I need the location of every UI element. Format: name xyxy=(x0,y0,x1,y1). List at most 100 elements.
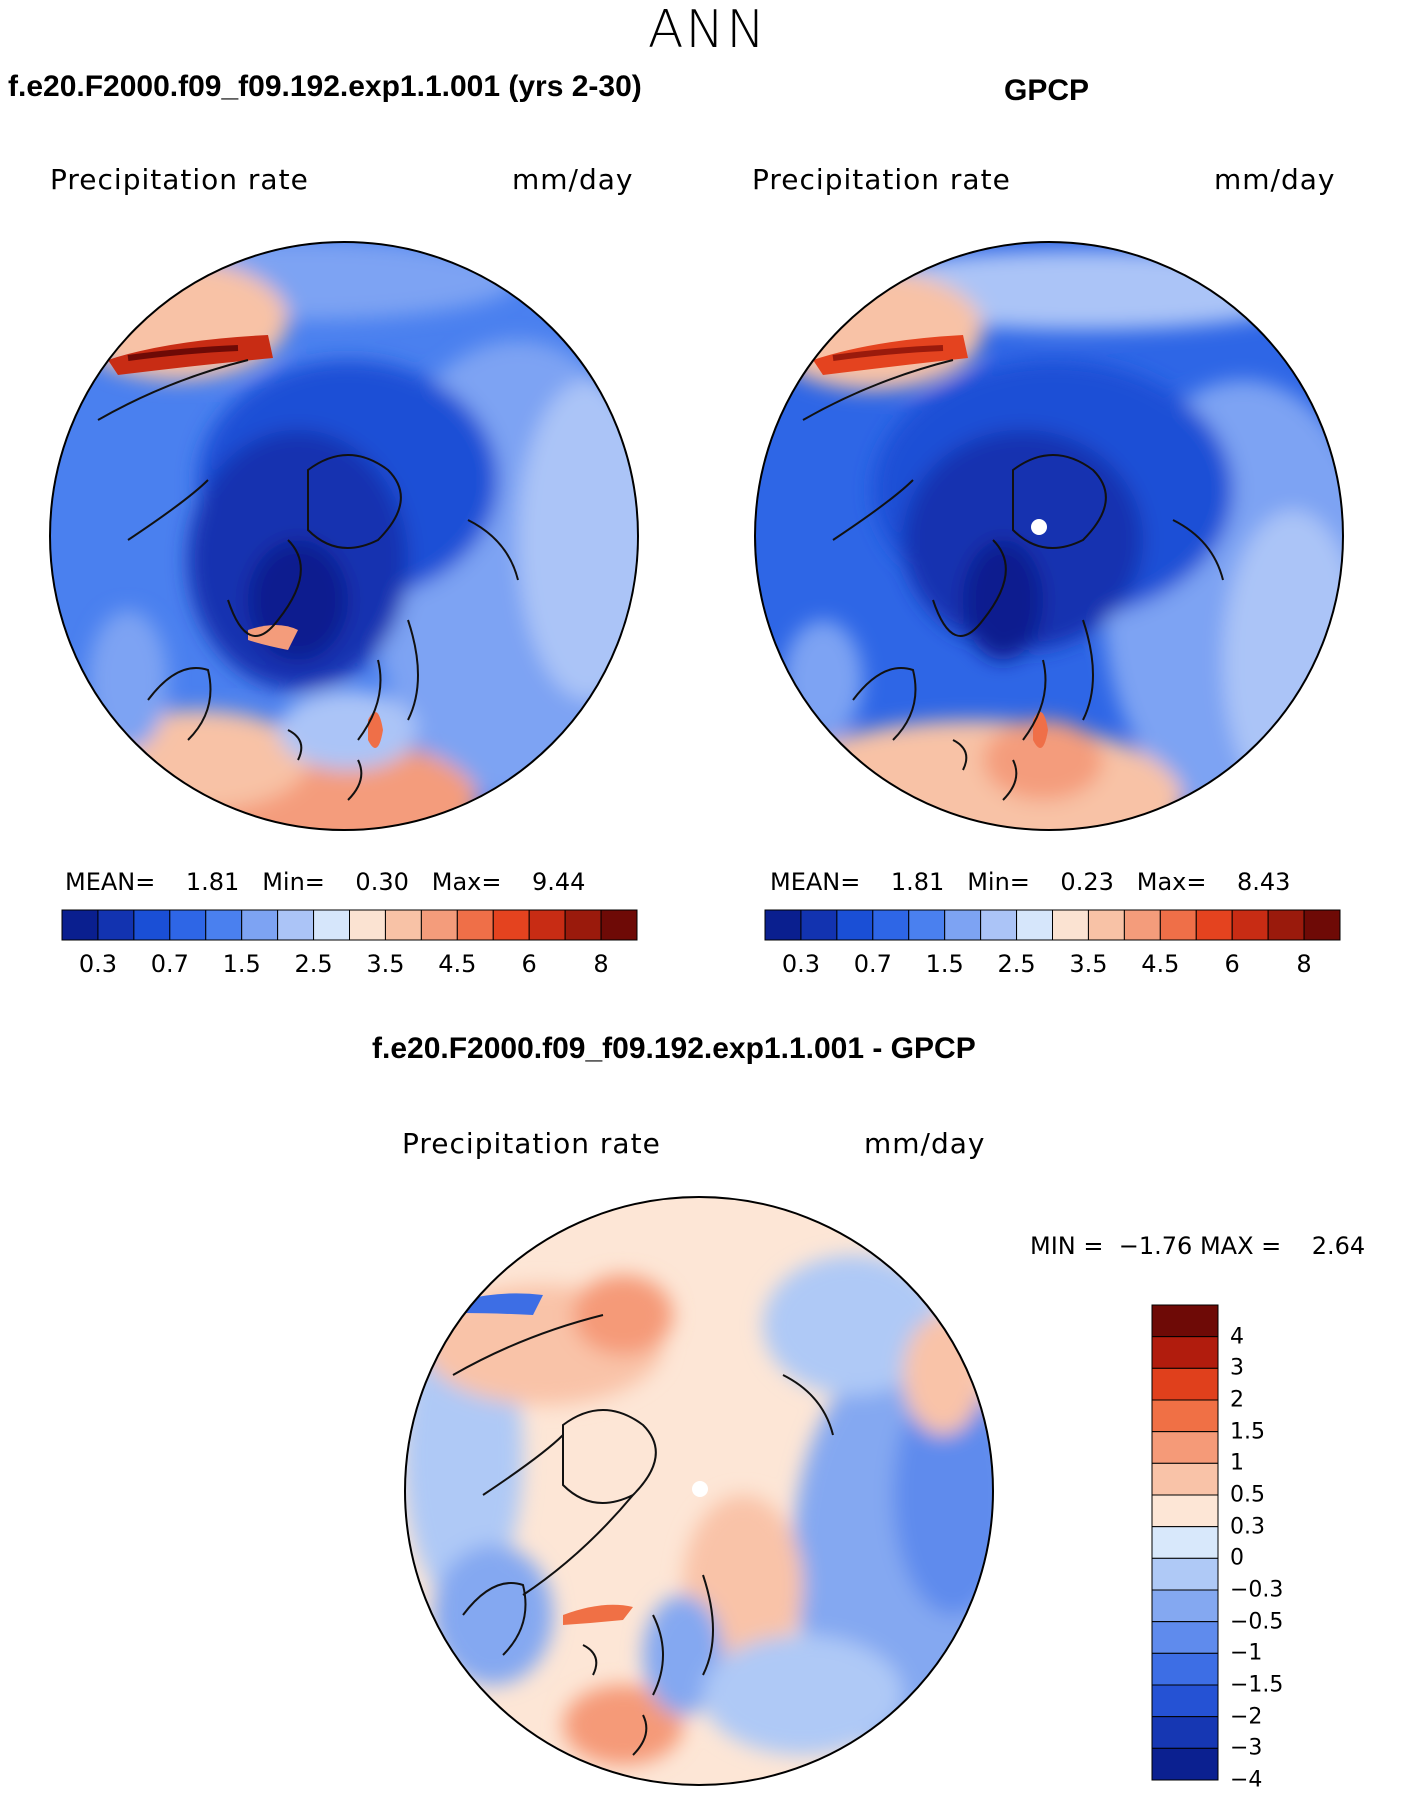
obs-max-label: Max= xyxy=(1136,868,1207,896)
figure-title: ANN xyxy=(647,0,768,60)
colorbar-tick-label: 3.5 xyxy=(366,950,405,978)
model-min-value: 0.30 xyxy=(355,868,409,896)
colorbar-swatch xyxy=(241,909,279,941)
colorbar-tick-label: 8 xyxy=(593,950,609,978)
colorbar-tick-label: 0.3 xyxy=(781,950,821,978)
diff-colorbar xyxy=(1151,1304,1219,1781)
colorbar-swatch xyxy=(1151,1716,1219,1749)
colorbar-swatch xyxy=(1303,909,1341,941)
colorbar-swatch xyxy=(492,909,530,941)
model-mean-value: 1.81 xyxy=(185,868,240,896)
obs-min-label: Min= xyxy=(967,868,1030,896)
colorbar-swatch xyxy=(133,909,171,941)
colorbar-swatch xyxy=(980,909,1018,941)
model-max-label: Max= xyxy=(431,868,502,896)
model-max-value: 9.44 xyxy=(532,868,586,896)
colorbar-tick-label: 0.7 xyxy=(853,950,892,978)
colorbar-swatch xyxy=(1087,909,1125,941)
colorbar-swatch xyxy=(384,909,422,941)
colorbar-swatch xyxy=(1151,1462,1219,1496)
colorbar-swatch xyxy=(61,909,99,941)
model-variable-label: Precipitation rate xyxy=(50,163,309,196)
colorbar-swatch xyxy=(528,909,566,941)
colorbar-swatch xyxy=(1267,909,1305,941)
colorbar-swatch xyxy=(1151,1304,1219,1338)
colorbar-tick-label: −0.5 xyxy=(1230,1609,1284,1635)
obs-min-value: 0.23 xyxy=(1060,868,1114,896)
obs-mean-value: 1.81 xyxy=(890,868,945,896)
colorbar-tick-label: 8 xyxy=(1296,950,1312,978)
colorbar-tick-label: 0.3 xyxy=(1230,1514,1265,1540)
colorbar-tick-label: −2 xyxy=(1230,1704,1263,1730)
colorbar-swatch xyxy=(313,909,350,941)
colorbar-tick-label: 1.5 xyxy=(1230,1419,1265,1445)
diff-variable-label: Precipitation rate xyxy=(402,1127,661,1160)
colorbar-swatch xyxy=(908,909,946,941)
colorbar-tick-label: −1.5 xyxy=(1230,1672,1284,1698)
model-colorbar xyxy=(61,909,638,941)
colorbar-tick-label: 4.5 xyxy=(438,950,477,978)
colorbar-tick-label: 1.5 xyxy=(222,950,261,978)
diff-polar-map xyxy=(404,1196,994,1786)
obs-units-label: mm/day xyxy=(1214,163,1336,196)
colorbar-swatch xyxy=(1231,909,1269,941)
colorbar-swatch xyxy=(1151,1621,1219,1654)
colorbar-swatch xyxy=(564,909,602,941)
colorbar-swatch xyxy=(1151,1494,1219,1528)
diff-units-label: mm/day xyxy=(864,1127,986,1160)
model-units-label: mm/day xyxy=(512,163,634,196)
colorbar-swatch xyxy=(1151,1747,1219,1781)
colorbar-swatch xyxy=(1016,909,1053,941)
colorbar-tick-label: 4.5 xyxy=(1141,950,1180,978)
colorbar-swatch xyxy=(1151,1589,1219,1623)
obs-max-value: 8.43 xyxy=(1237,868,1291,896)
diff-max-value: 2.64 xyxy=(1311,1232,1366,1260)
model-stats: MEAN= 1.81 Min= 0.30 Max= 9.44 xyxy=(65,868,585,896)
colorbar-tick-label: −4 xyxy=(1230,1767,1263,1793)
colorbar-swatch xyxy=(1123,909,1161,941)
colorbar-swatch xyxy=(205,909,243,941)
colorbar-swatch xyxy=(800,909,838,941)
model-panel-title: f.e20.F2000.f09_f09.192.exp1.1.001 (yrs … xyxy=(8,70,642,103)
colorbar-swatch xyxy=(1151,1526,1219,1559)
colorbar-tick-label: 0 xyxy=(1230,1545,1244,1571)
colorbar-swatch xyxy=(169,909,207,941)
colorbar-swatch xyxy=(1151,1652,1219,1686)
colorbar-tick-label: 2.5 xyxy=(294,950,333,978)
colorbar-swatch xyxy=(1052,909,1089,941)
obs-panel-title: GPCP xyxy=(1004,74,1090,107)
diff-stats: MIN = −1.76 MAX = 2.64 xyxy=(1030,1232,1365,1260)
obs-colorbar-ticks: 0.3 0.7 1.5 2.5 3.5 4.5 6 8 xyxy=(765,950,1340,980)
diff-min-label: MIN = xyxy=(1030,1232,1104,1260)
diff-colorbar-labels: 4 3 2 1.5 1 0.5 0.3 0 −0.3 −0.5 −1 −1.5 −2 −3 −4 xyxy=(1230,1305,1310,1792)
colorbar-swatch xyxy=(1151,1367,1219,1401)
obs-variable-label: Precipitation rate xyxy=(752,163,1011,196)
colorbar-swatch xyxy=(1151,1336,1219,1369)
colorbar-swatch xyxy=(872,909,910,941)
colorbar-swatch xyxy=(1195,909,1233,941)
colorbar-swatch xyxy=(1151,1557,1219,1591)
colorbar-tick-label: −1 xyxy=(1230,1640,1263,1666)
colorbar-tick-label: 6 xyxy=(521,950,537,978)
colorbar-tick-label: 1 xyxy=(1230,1450,1244,1476)
colorbar-tick-label: 2.5 xyxy=(997,950,1036,978)
colorbar-swatch xyxy=(349,909,386,941)
colorbar-tick-label: 2 xyxy=(1230,1387,1244,1413)
colorbar-swatch xyxy=(1159,909,1197,941)
colorbar-swatch xyxy=(97,909,135,941)
colorbar-swatch xyxy=(836,909,874,941)
colorbar-tick-label: 3.5 xyxy=(1069,950,1108,978)
colorbar-swatch xyxy=(1151,1431,1219,1464)
diff-max-label: MAX = xyxy=(1199,1232,1282,1260)
colorbar-tick-label: 0.5 xyxy=(1230,1482,1265,1508)
colorbar-tick-label: 0.3 xyxy=(78,950,118,978)
diff-panel-title: f.e20.F2000.f09_f09.192.exp1.1.001 - GPC… xyxy=(372,1032,976,1065)
colorbar-swatch xyxy=(420,909,458,941)
colorbar-tick-label: 0.7 xyxy=(150,950,189,978)
model-polar-map xyxy=(49,241,639,831)
diff-min-value: −1.76 xyxy=(1118,1232,1193,1260)
obs-colorbar xyxy=(764,909,1341,941)
colorbar-swatch xyxy=(600,909,638,941)
model-mean-label: MEAN= xyxy=(65,868,156,896)
model-colorbar-ticks: 0.3 0.7 1.5 2.5 3.5 4.5 6 8 xyxy=(62,950,637,980)
